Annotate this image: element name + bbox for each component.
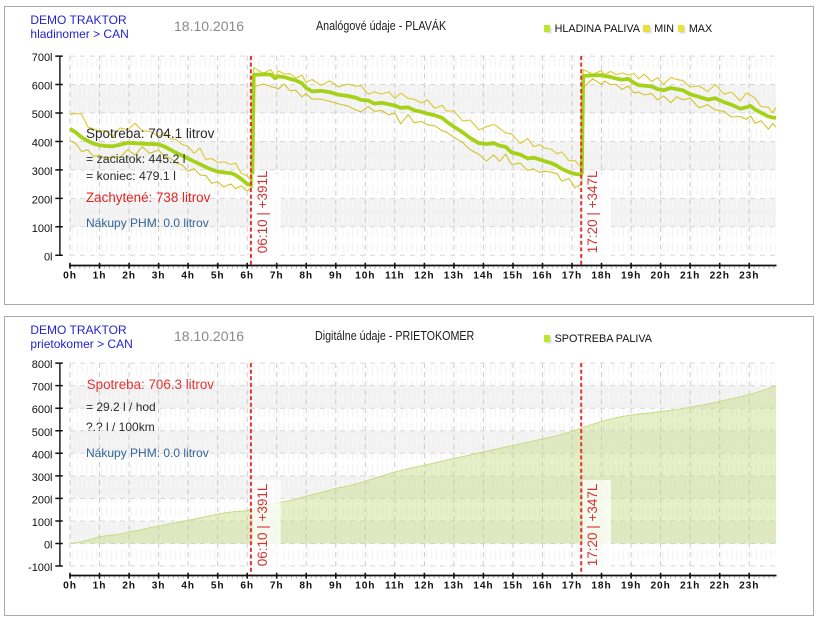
svg-text:7h: 7h <box>270 271 284 282</box>
svg-text:4h: 4h <box>181 271 195 282</box>
svg-text:17h: 17h <box>562 581 582 592</box>
svg-text:200l: 200l <box>32 494 53 506</box>
svg-text:22h: 22h <box>710 581 730 592</box>
svg-text:06:10 | +391L: 06:10 | +391L <box>255 483 270 566</box>
svg-text:15h: 15h <box>503 581 523 592</box>
svg-text:100l: 100l <box>32 223 53 235</box>
svg-text:500l: 500l <box>32 427 53 439</box>
svg-text:6h: 6h <box>240 581 254 592</box>
svg-text:14h: 14h <box>473 271 493 282</box>
svg-text:-100l: -100l <box>28 562 52 574</box>
svg-text:3h: 3h <box>152 581 166 592</box>
svg-text:700l: 700l <box>32 52 53 64</box>
svg-text:13h: 13h <box>444 581 464 592</box>
svg-text:23h: 23h <box>739 271 759 282</box>
svg-text:10h: 10h <box>355 271 375 282</box>
svg-text:0l: 0l <box>44 251 53 263</box>
svg-text:20h: 20h <box>650 581 670 592</box>
svg-text:23h: 23h <box>739 581 759 592</box>
svg-text:9h: 9h <box>329 581 343 592</box>
svg-text:1h: 1h <box>93 581 107 592</box>
svg-text:0h: 0h <box>63 581 77 592</box>
svg-text:10h: 10h <box>355 581 375 592</box>
svg-text:0h: 0h <box>63 271 77 282</box>
svg-text:19h: 19h <box>621 581 641 592</box>
svg-text:6h: 6h <box>240 271 254 282</box>
svg-text:8h: 8h <box>299 581 313 592</box>
svg-text:400l: 400l <box>32 449 53 461</box>
svg-text:300l: 300l <box>32 472 53 484</box>
svg-text:2h: 2h <box>122 271 136 282</box>
svg-text:17:20 | +347L: 17:20 | +347L <box>585 170 600 253</box>
svg-text:12h: 12h <box>414 581 434 592</box>
svg-text:16h: 16h <box>532 271 552 282</box>
svg-text:13h: 13h <box>444 271 464 282</box>
svg-text:14h: 14h <box>473 581 493 592</box>
svg-text:800l: 800l <box>32 359 53 371</box>
svg-text:500l: 500l <box>32 109 53 121</box>
svg-text:16h: 16h <box>532 581 552 592</box>
svg-text:3h: 3h <box>152 271 166 282</box>
svg-text:100l: 100l <box>32 517 53 529</box>
svg-text:20h: 20h <box>650 271 670 282</box>
svg-text:12h: 12h <box>414 271 434 282</box>
svg-text:15h: 15h <box>503 271 523 282</box>
svg-text:1h: 1h <box>93 271 107 282</box>
svg-text:0l: 0l <box>44 540 53 552</box>
svg-text:600l: 600l <box>32 404 53 416</box>
svg-text:4h: 4h <box>181 581 195 592</box>
svg-text:9h: 9h <box>329 271 343 282</box>
svg-text:21h: 21h <box>680 581 700 592</box>
svg-text:19h: 19h <box>621 271 641 282</box>
svg-text:11h: 11h <box>385 581 405 592</box>
svg-text:18h: 18h <box>591 581 611 592</box>
svg-text:22h: 22h <box>710 271 730 282</box>
svg-text:17:20 | +347L: 17:20 | +347L <box>585 483 600 566</box>
svg-text:7h: 7h <box>270 581 284 592</box>
svg-text:18h: 18h <box>591 271 611 282</box>
svg-text:17h: 17h <box>562 271 582 282</box>
svg-text:11h: 11h <box>385 271 405 282</box>
svg-text:8h: 8h <box>299 271 313 282</box>
svg-text:5h: 5h <box>211 271 225 282</box>
svg-text:2h: 2h <box>122 581 136 592</box>
svg-text:06:10 | +391L: 06:10 | +391L <box>255 170 270 253</box>
svg-text:400l: 400l <box>32 138 53 150</box>
svg-text:300l: 300l <box>32 166 53 178</box>
svg-text:5h: 5h <box>211 581 225 592</box>
svg-text:600l: 600l <box>32 81 53 93</box>
svg-text:700l: 700l <box>32 382 53 394</box>
svg-text:21h: 21h <box>680 271 700 282</box>
svg-text:200l: 200l <box>32 194 53 206</box>
